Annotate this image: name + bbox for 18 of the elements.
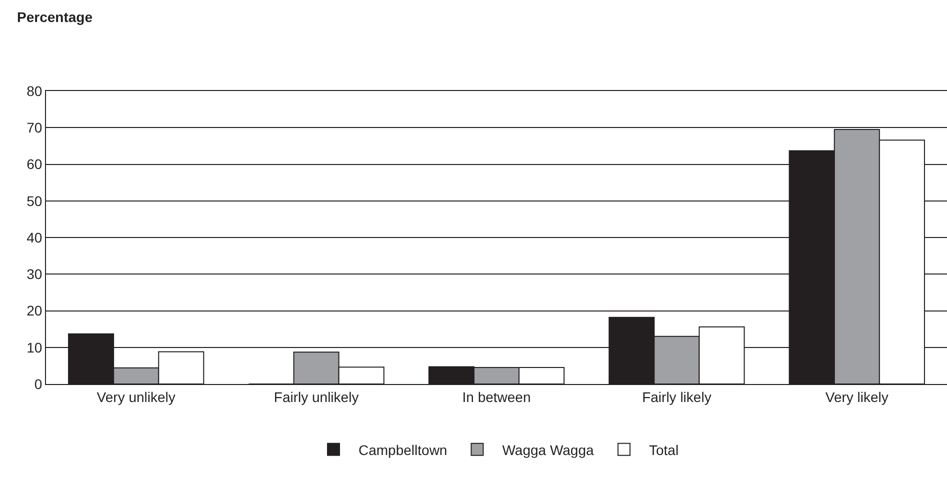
x-tick-label: In between bbox=[462, 388, 531, 405]
x-tick-label: Fairly likely bbox=[642, 388, 712, 405]
legend-label: Total bbox=[649, 442, 679, 458]
legend-label: Wagga Wagga bbox=[502, 442, 594, 458]
y-tick-label: 50 bbox=[26, 192, 42, 209]
y-tick-label: 10 bbox=[26, 339, 42, 356]
y-tick-label: 80 bbox=[26, 82, 42, 99]
y-tick-label: 0 bbox=[34, 376, 42, 392]
y-tick-label: 30 bbox=[26, 266, 42, 282]
legend-label: Campbelltown bbox=[358, 442, 448, 458]
y-tick-label: 40 bbox=[26, 229, 42, 246]
y-tick-label: 20 bbox=[26, 302, 42, 319]
x-tick-label: Very unlikely bbox=[96, 388, 176, 405]
x-tick-label: Very likely bbox=[825, 388, 888, 405]
y-tick-label: 60 bbox=[26, 156, 42, 172]
y-tick-label: 70 bbox=[26, 120, 42, 136]
y-axis-title: Percentage bbox=[17, 9, 93, 25]
x-tick-label: Fairly unlikely bbox=[274, 388, 359, 405]
